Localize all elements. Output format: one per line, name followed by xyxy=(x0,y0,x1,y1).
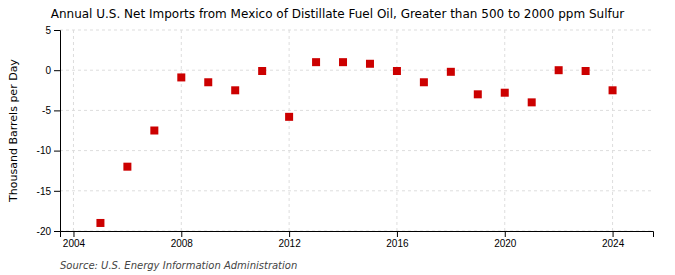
x-grid-line xyxy=(612,30,613,231)
x-tick-mark xyxy=(289,231,290,237)
x-tick-label: 2016 xyxy=(386,238,409,249)
point xyxy=(555,66,563,74)
point xyxy=(339,58,347,66)
y-tick: -5 xyxy=(42,105,60,116)
point xyxy=(582,67,590,75)
y-tick-label: -20 xyxy=(37,226,52,237)
x-tick: 2004 xyxy=(63,231,86,249)
y-tick-mark xyxy=(54,151,60,152)
y-axis-title: Thousand Barrels per Day xyxy=(7,59,20,203)
y-axis-line xyxy=(54,31,61,232)
points xyxy=(96,58,616,227)
x-grid-line xyxy=(289,30,290,231)
x-tick-mark xyxy=(181,231,182,237)
point xyxy=(447,68,455,76)
x-tick-label: 2008 xyxy=(171,238,194,249)
point xyxy=(285,113,293,121)
x-tick-mark xyxy=(73,231,74,237)
y-axis: -20 -15 -10 -5 0 5 xyxy=(37,25,61,237)
point xyxy=(177,73,185,81)
y-grid-line xyxy=(60,70,653,71)
y-tick: 0 xyxy=(45,65,60,76)
y-tick-label: -10 xyxy=(37,145,52,156)
x-tick: 2016 xyxy=(386,231,409,249)
y-tick-label: -5 xyxy=(42,105,51,116)
point xyxy=(96,219,104,227)
point xyxy=(474,90,482,98)
point xyxy=(312,58,320,66)
y-tick-mark xyxy=(54,231,60,232)
x-tick-label: 2020 xyxy=(494,238,517,249)
source-note: Source: U.S. Energy Information Administ… xyxy=(60,260,297,271)
x-tick: 2024 xyxy=(602,231,625,249)
y-tick-mark xyxy=(54,110,60,111)
y-tick-mark xyxy=(54,70,60,71)
grid xyxy=(60,30,653,231)
y-grid-line xyxy=(60,30,653,31)
x-axis-line xyxy=(61,232,654,238)
y-grid-line xyxy=(60,190,653,191)
x-grid-line xyxy=(181,30,182,231)
x-tick-mark xyxy=(613,231,614,237)
y-tick: -20 xyxy=(37,226,60,237)
x-tick: 2020 xyxy=(494,231,517,249)
y-tick-mark xyxy=(54,30,60,31)
x-tick-mark xyxy=(505,231,506,237)
point xyxy=(231,86,239,94)
x-grid-line xyxy=(73,30,74,231)
chart-title: Annual U.S. Net Imports from Mexico of D… xyxy=(51,7,625,21)
point xyxy=(150,127,158,135)
point xyxy=(366,60,374,68)
y-tick-label: -15 xyxy=(37,186,52,197)
point xyxy=(123,163,131,171)
y-tick: -15 xyxy=(37,186,60,197)
x-tick-mark xyxy=(397,231,398,237)
point xyxy=(393,67,401,75)
point xyxy=(258,67,266,75)
point xyxy=(609,86,617,94)
point xyxy=(528,98,536,106)
y-grid-line xyxy=(60,150,653,151)
x-axis: 2004 2008 2012 2016 2020 2024 xyxy=(61,231,654,249)
x-grid-line xyxy=(504,30,505,231)
point xyxy=(204,78,212,86)
plot-area: 2004 2008 2012 2016 2020 2024 -20 -15 -10 -5 0 5 xyxy=(37,25,654,249)
point xyxy=(420,78,428,86)
x-grid-line xyxy=(396,30,397,231)
y-grid-line xyxy=(60,110,653,111)
y-tick: -10 xyxy=(37,145,60,156)
point xyxy=(501,89,509,97)
y-tick-label: 0 xyxy=(45,65,51,76)
y-tick: 5 xyxy=(45,25,60,36)
x-tick-label: 2024 xyxy=(602,238,625,249)
x-tick-label: 2004 xyxy=(63,238,86,249)
y-tick-label: 5 xyxy=(45,25,51,36)
x-tick: 2008 xyxy=(171,231,194,249)
x-tick-label: 2012 xyxy=(278,238,301,249)
x-tick: 2012 xyxy=(278,231,301,249)
chart-svg: 2004 2008 2012 2016 2020 2024 -20 -15 -10 -5 0 5 Tho… xyxy=(0,0,675,275)
y-tick-mark xyxy=(54,191,60,192)
